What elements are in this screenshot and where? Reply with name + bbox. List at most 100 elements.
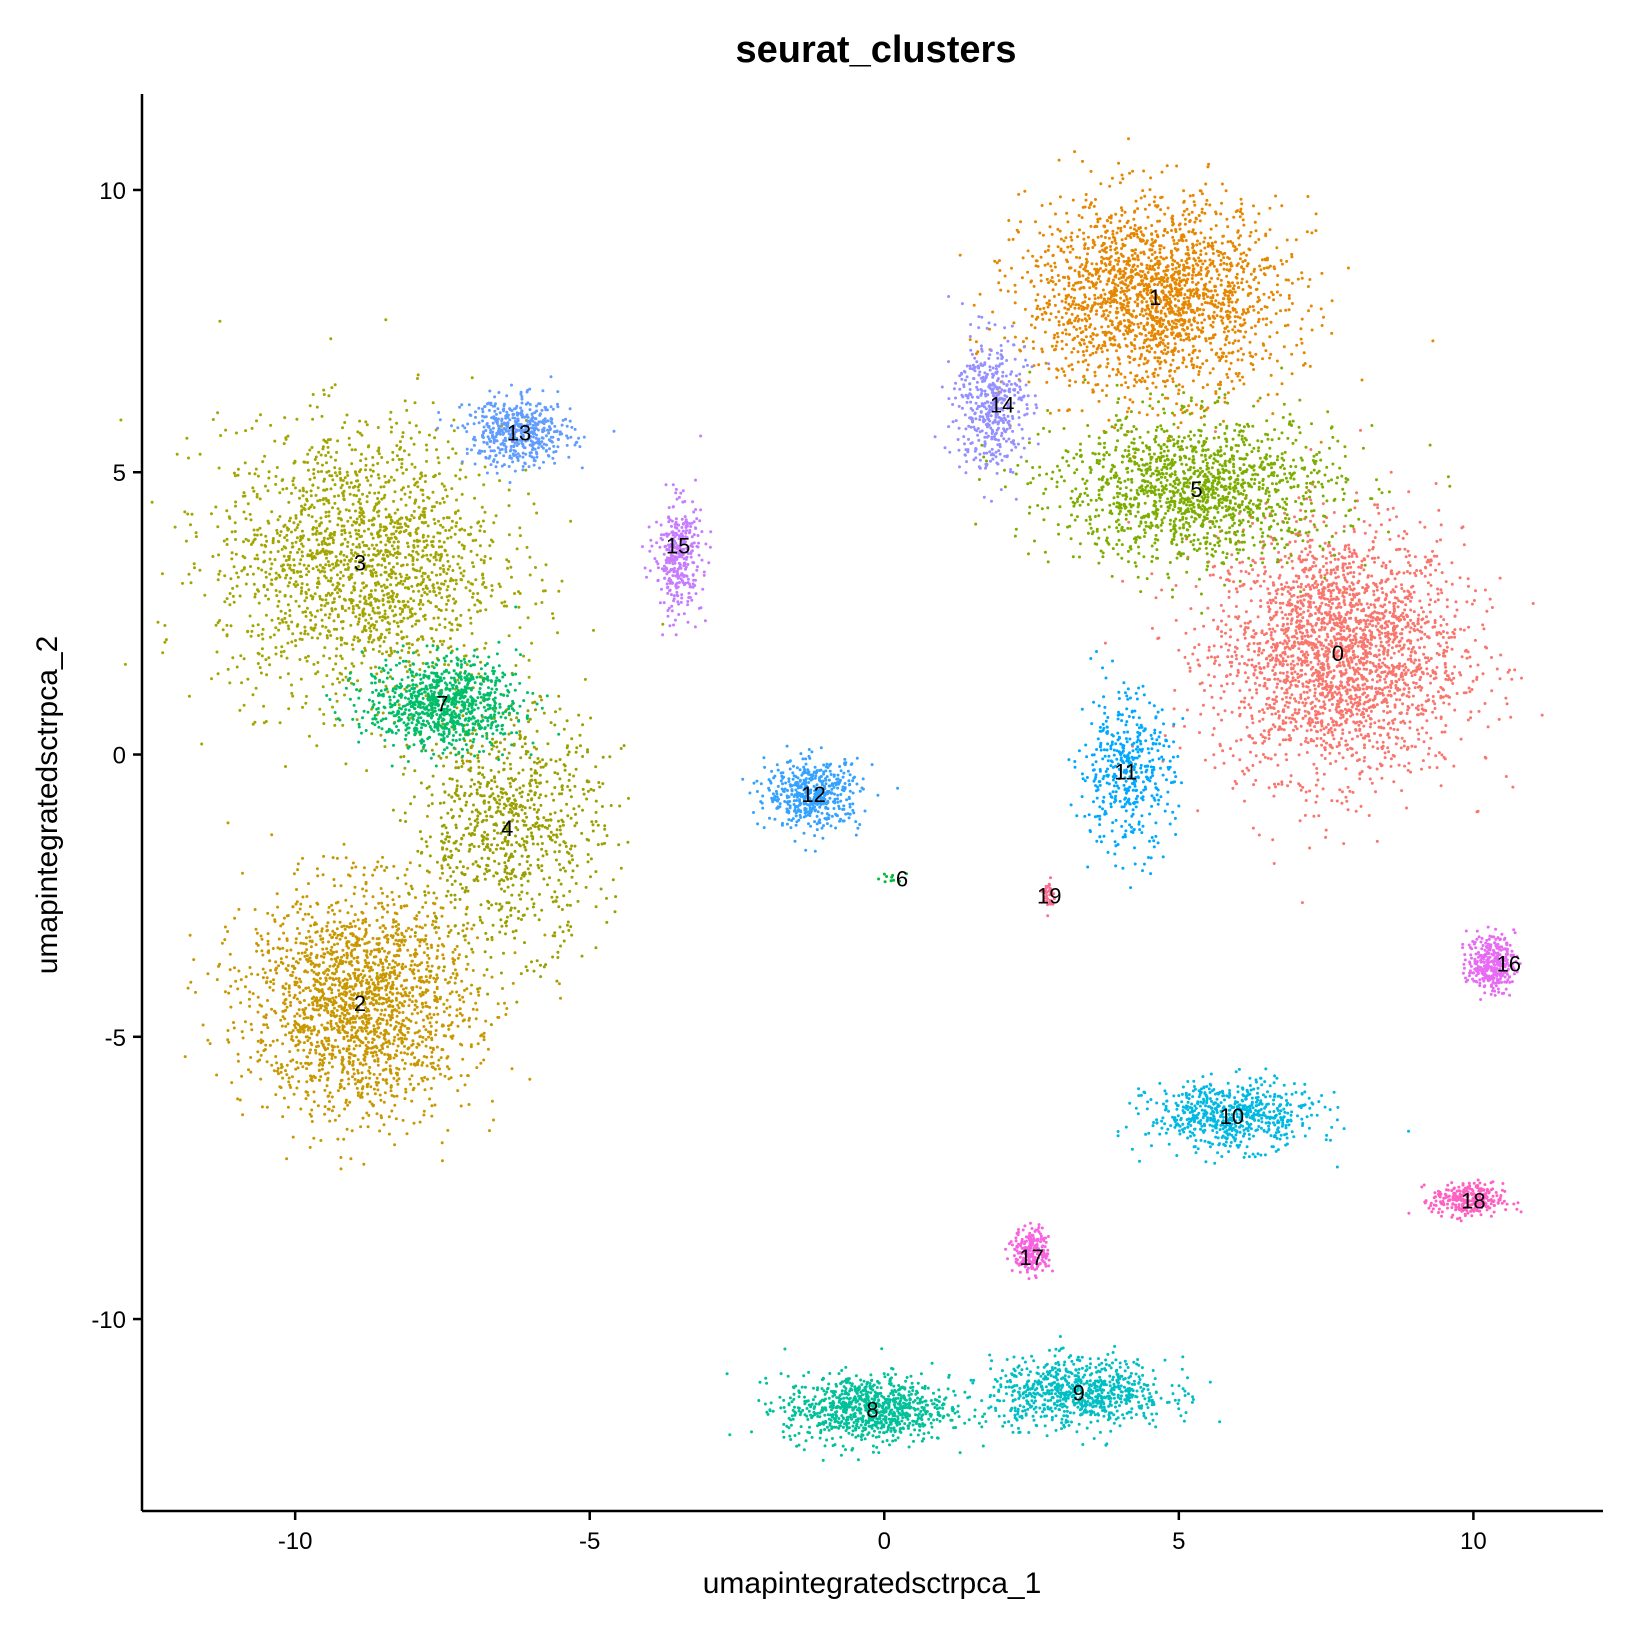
data-point (1442, 630, 1445, 634)
data-point (1383, 626, 1387, 630)
data-point (1281, 628, 1285, 632)
data-point (1119, 281, 1123, 285)
data-point (1082, 374, 1086, 378)
data-point (1293, 604, 1297, 608)
data-point (1370, 574, 1374, 578)
data-point (1230, 553, 1234, 557)
data-point (1378, 692, 1382, 695)
data-point (1238, 561, 1242, 565)
data-point (1451, 682, 1455, 685)
data-point (1368, 646, 1372, 650)
data-point (1316, 730, 1319, 734)
data-point (1421, 610, 1425, 614)
data-point (1325, 571, 1329, 575)
data-point (1259, 733, 1263, 737)
data-point (442, 957, 446, 960)
data-point (1099, 295, 1103, 299)
data-point (1324, 650, 1328, 653)
data-point (1015, 228, 1019, 232)
data-point (1330, 299, 1334, 303)
data-point (1344, 720, 1348, 724)
data-point (1176, 261, 1179, 265)
data-point (1082, 237, 1086, 241)
data-point (1115, 373, 1119, 377)
data-point (1225, 274, 1229, 278)
data-point (1287, 308, 1291, 312)
data-point (1238, 662, 1241, 666)
data-point (1159, 208, 1163, 212)
data-point (1348, 593, 1352, 597)
data-point (1401, 702, 1405, 706)
data-point (1237, 243, 1241, 247)
data-point (422, 1025, 426, 1028)
data-point (1469, 716, 1473, 720)
data-point (1459, 627, 1463, 631)
data-point (1368, 629, 1372, 633)
data-point (1319, 737, 1323, 740)
data-point (1191, 251, 1195, 255)
data-point (1314, 783, 1318, 787)
data-point (1284, 630, 1288, 634)
data-point (1437, 751, 1441, 755)
data-point (1046, 305, 1050, 309)
data-point (1279, 558, 1283, 562)
data-point (1349, 656, 1353, 660)
data-point (1236, 374, 1240, 378)
data-point (1214, 353, 1218, 356)
data-point (1422, 740, 1426, 744)
data-point (1342, 663, 1345, 667)
data-point (1313, 704, 1317, 708)
data-point (364, 889, 368, 893)
data-point (1114, 327, 1118, 331)
data-point (1172, 239, 1176, 242)
data-point (1368, 672, 1372, 675)
data-point (1299, 599, 1303, 603)
data-point (1399, 720, 1403, 724)
data-point (1358, 695, 1362, 699)
data-point (1436, 587, 1440, 591)
data-point (1413, 555, 1417, 559)
data-point (1169, 256, 1173, 259)
data-point (1166, 206, 1170, 210)
data-point (1196, 239, 1199, 243)
data-point (1207, 673, 1211, 677)
data-point (1159, 255, 1163, 259)
data-point (1132, 232, 1136, 235)
data-point (1317, 616, 1320, 620)
data-point (1341, 732, 1345, 735)
data-point (1271, 838, 1275, 842)
data-point (1374, 618, 1378, 621)
data-point (1505, 702, 1509, 706)
data-point (1376, 617, 1380, 621)
data-point (1189, 359, 1193, 363)
data-point (1354, 728, 1358, 731)
data-point (1109, 245, 1112, 248)
data-point (1402, 615, 1405, 619)
data-point (1211, 733, 1215, 737)
data-point (1274, 785, 1277, 789)
data-point (1083, 312, 1087, 316)
data-point (1443, 662, 1447, 666)
data-point (1334, 759, 1338, 763)
data-point (1219, 696, 1223, 700)
data-point (1318, 568, 1322, 572)
data-point (1251, 363, 1255, 367)
data-point (1367, 765, 1371, 769)
data-point (1475, 678, 1479, 681)
data-point (1227, 300, 1231, 304)
data-point (1361, 586, 1365, 589)
data-point (1268, 575, 1272, 579)
data-point (1308, 594, 1312, 598)
data-point (1205, 266, 1209, 270)
data-point (1119, 206, 1123, 210)
data-point (1056, 274, 1060, 277)
data-point (1246, 676, 1250, 680)
data-point (1278, 641, 1282, 645)
data-point (1319, 643, 1323, 647)
data-point (1319, 728, 1323, 732)
data-point (1300, 276, 1304, 280)
data-point (1377, 662, 1381, 666)
data-point (1356, 644, 1360, 648)
data-point (1376, 621, 1380, 625)
data-point (1389, 693, 1393, 697)
